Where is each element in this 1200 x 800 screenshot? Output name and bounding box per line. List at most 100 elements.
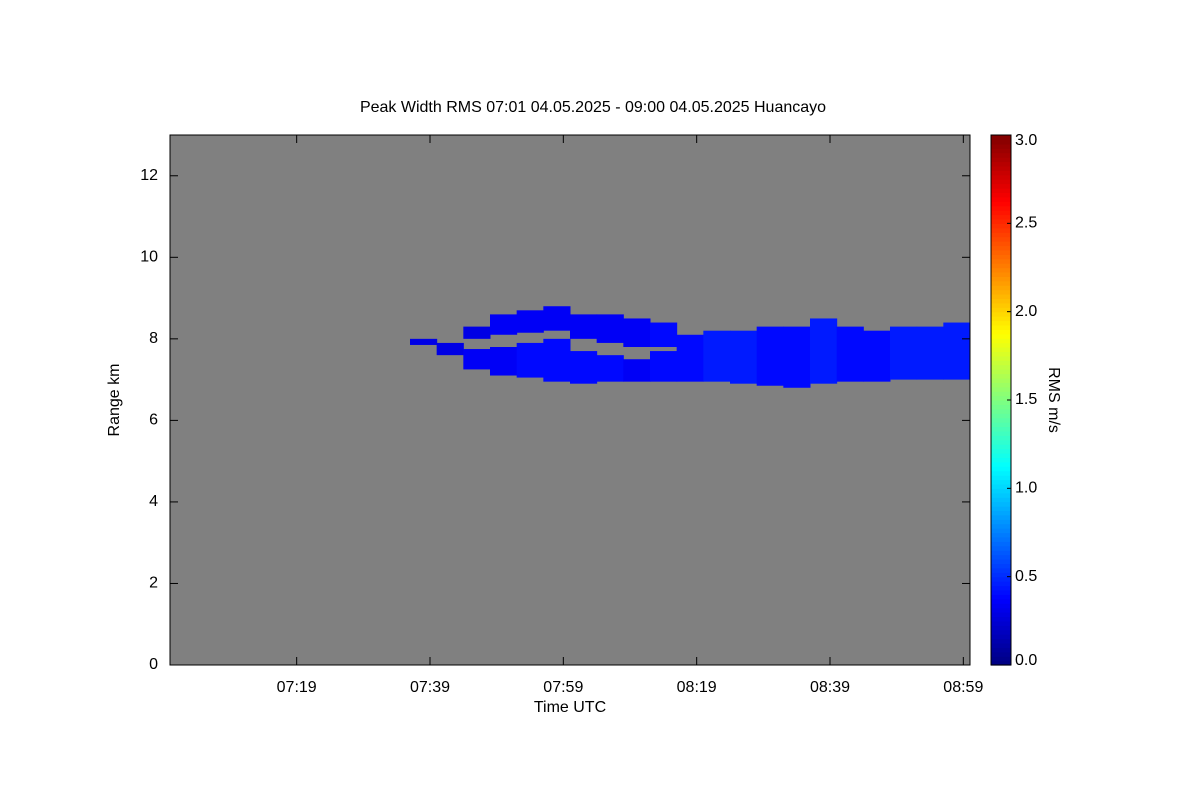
colorbar-cell — [991, 183, 1011, 189]
colorbar-cell — [991, 638, 1011, 644]
colorbar-cell — [991, 541, 1011, 547]
colorbar-tick-label: 0.5 — [1015, 568, 1037, 585]
echo-cell — [756, 326, 784, 386]
echo-cell — [570, 314, 598, 339]
colorbar-cell — [991, 320, 1011, 326]
echo-cell — [730, 330, 758, 384]
y-tick-label: 4 — [149, 493, 158, 510]
colorbar-cell — [991, 554, 1011, 560]
colorbar-cell — [991, 188, 1011, 194]
colorbar-cell — [991, 289, 1011, 295]
colorbar-cell — [991, 457, 1011, 463]
colorbar-tick-label: 1.0 — [1015, 480, 1037, 497]
colorbar-cell — [991, 311, 1011, 317]
colorbar-cell — [991, 629, 1011, 635]
colorbar-tick-label: 2.5 — [1015, 215, 1037, 232]
colorbar-cell — [991, 276, 1011, 282]
echo-cell — [516, 310, 544, 333]
colorbar-cell — [991, 307, 1011, 313]
colorbar-cell — [991, 218, 1011, 224]
colorbar-cell — [991, 395, 1011, 401]
colorbar-cell — [991, 413, 1011, 419]
colorbar-cell — [991, 338, 1011, 344]
colorbar-cell — [991, 581, 1011, 587]
colorbar-cell — [991, 470, 1011, 476]
colorbar-cell — [991, 386, 1011, 392]
colorbar-cell — [991, 360, 1011, 366]
echo-cell — [676, 334, 704, 382]
colorbar-cell — [991, 404, 1011, 410]
echo-cell — [543, 338, 571, 382]
colorbar-cell — [991, 492, 1011, 498]
y-tick-label: 12 — [140, 167, 158, 184]
colorbar-cell — [991, 351, 1011, 357]
colorbar-cell — [991, 616, 1011, 622]
colorbar-cell — [991, 563, 1011, 569]
echo-cell — [463, 349, 491, 370]
colorbar-cell — [991, 285, 1011, 291]
colorbar-cell — [991, 408, 1011, 414]
colorbar-cell — [991, 572, 1011, 578]
colorbar-cell — [991, 426, 1011, 432]
colorbar-cell — [991, 139, 1011, 145]
colorbar-cell — [991, 466, 1011, 472]
x-tick-label: 08:19 — [677, 679, 717, 696]
colorbar-label: RMS m/s — [1045, 367, 1062, 433]
colorbar-cell — [991, 612, 1011, 618]
colorbar-cell — [991, 634, 1011, 640]
colorbar-cell — [991, 152, 1011, 158]
colorbar-cell — [991, 528, 1011, 534]
plot-background — [170, 135, 970, 665]
echo-cell — [596, 314, 624, 343]
colorbar-cell — [991, 400, 1011, 406]
colorbar-cell — [991, 461, 1011, 467]
colorbar-cell — [991, 232, 1011, 238]
colorbar-cell — [991, 165, 1011, 171]
colorbar-cell — [991, 589, 1011, 595]
colorbar-cell — [991, 135, 1011, 141]
echo-cell — [890, 326, 918, 380]
echo-cell — [436, 342, 464, 356]
colorbar-cell — [991, 594, 1011, 600]
echo-cell — [570, 351, 598, 384]
y-tick-label: 8 — [149, 330, 158, 347]
colorbar-cell — [991, 430, 1011, 436]
colorbar-cell — [991, 267, 1011, 273]
echo-cell — [650, 351, 678, 382]
colorbar-cell — [991, 439, 1011, 445]
echo-cell — [543, 306, 571, 331]
y-tick-label: 10 — [140, 249, 158, 266]
colorbar-cell — [991, 258, 1011, 264]
colorbar-cell — [991, 417, 1011, 423]
colorbar-cell — [991, 448, 1011, 454]
echo-cell — [623, 359, 651, 382]
colorbar-cell — [991, 302, 1011, 308]
colorbar-cell — [991, 488, 1011, 494]
colorbar-cell — [991, 201, 1011, 207]
colorbar-cell — [991, 647, 1011, 653]
colorbar-cell — [991, 369, 1011, 375]
colorbar-cell — [991, 342, 1011, 348]
colorbar-cell — [991, 656, 1011, 662]
colorbar-cell — [991, 324, 1011, 330]
y-tick-label: 0 — [149, 656, 158, 673]
echo-cell — [863, 330, 891, 382]
colorbar-cell — [991, 453, 1011, 459]
colorbar-cell — [991, 263, 1011, 269]
colorbar-cell — [991, 196, 1011, 202]
colorbar-cell — [991, 227, 1011, 233]
x-tick-label: 07:39 — [410, 679, 450, 696]
echo-cell — [650, 322, 678, 347]
echo-cell — [916, 326, 944, 380]
y-tick-label: 6 — [149, 412, 158, 429]
colorbar-cell — [991, 598, 1011, 604]
plot-frame — [169, 134, 971, 666]
x-tick-label: 07:19 — [277, 679, 317, 696]
colorbar-cell — [991, 660, 1011, 666]
colorbar-tick-label: 0.0 — [1015, 652, 1037, 669]
colorbar-cell — [991, 391, 1011, 397]
colorbar-cell — [991, 475, 1011, 481]
colorbar-cell — [991, 170, 1011, 176]
colorbar-cell — [991, 271, 1011, 277]
colorbar-cell — [991, 148, 1011, 154]
